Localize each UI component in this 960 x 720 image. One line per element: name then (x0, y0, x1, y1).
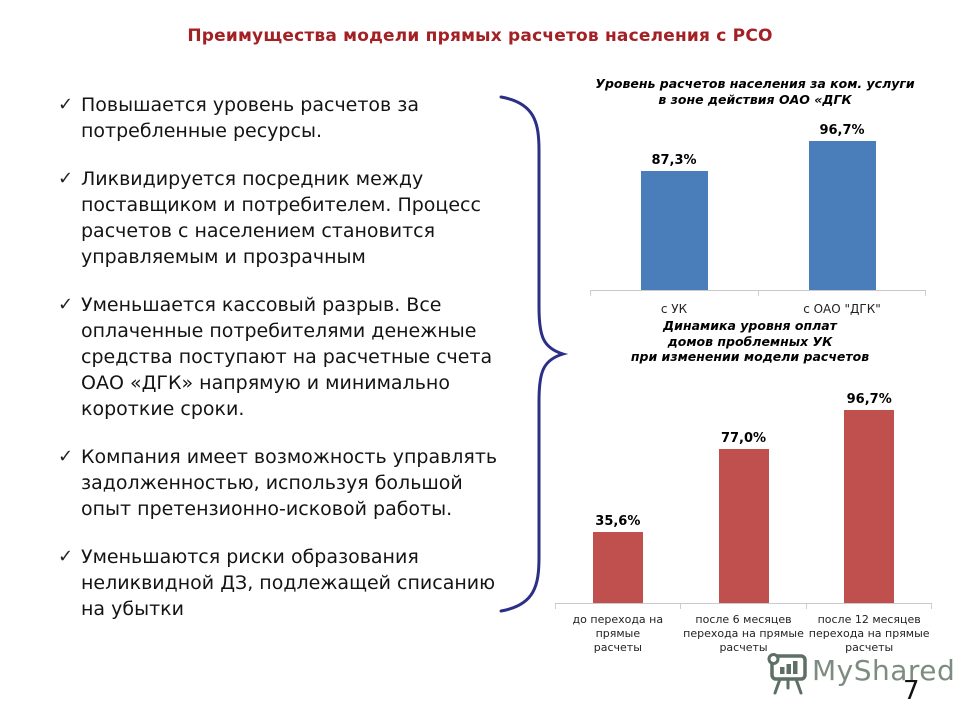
axis-tick (807, 603, 932, 609)
bar-slot: 87,3% (590, 153, 758, 290)
category-label: с ОАО "ДГК" (803, 302, 881, 316)
category-labels: до перехода на прямые расчеты после 6 мес… (555, 609, 932, 655)
bar-value-label: 87,3% (651, 153, 697, 168)
category-label: до перехода на прямые расчеты (572, 612, 664, 654)
chart-payment-dynamics: Динамика уровня оплат домов проблемных У… (555, 318, 945, 655)
checkmark-icon: ✓ (58, 446, 74, 467)
bar-value-label: 35,6% (595, 513, 641, 529)
bar-slot: 77,0% (681, 431, 807, 603)
curly-brace-icon (499, 95, 569, 613)
easel-chart-icon (767, 653, 807, 695)
bar-value-label: 96,7% (846, 391, 892, 407)
category-label: после 6 месяцев перехода на прямые расче… (683, 612, 804, 654)
chart-title: Уровень расчетов населения за ком. услуг… (595, 76, 915, 107)
bar (640, 171, 708, 290)
category-label: с УК (660, 302, 688, 316)
benefit-item: ✓ Уменьшается кассовый разрыв. Все оплаче… (58, 292, 516, 422)
bar (808, 141, 876, 290)
axis-tick (555, 603, 682, 609)
benefit-text: Уменьшаются риски образования неликвидно… (81, 546, 496, 620)
bar-slot: 35,6% (555, 514, 681, 603)
bar (844, 409, 895, 603)
checkmark-icon: ✓ (58, 294, 74, 315)
bar-value-label: 96,7% (819, 123, 865, 138)
bar (592, 531, 643, 603)
bar-slot: 96,7% (806, 392, 932, 603)
chart-plot: 87,3% 96,7% (590, 118, 926, 291)
axis-tick (590, 291, 759, 296)
chart-body: 35,6% 77,0% 96,7% до перехода на прямые ра… (555, 385, 932, 655)
axis-ticks (590, 291, 926, 296)
axis-tick (759, 291, 926, 296)
myshared-watermark: MyShared (766, 650, 955, 696)
benefits-list: ✓ Повышается уровень расчетов за потребле… (58, 92, 516, 644)
category-labels: с УК с ОАО "ДГК" (590, 296, 926, 316)
benefit-item: ✓ Уменьшаются риски образования неликвидн… (58, 544, 516, 622)
chart-body: 87,3% 96,7% с УК с ОАО "ДГК" (590, 118, 926, 316)
benefit-item: ✓ Компания имеет возможность управлять за… (58, 444, 516, 522)
bar-value-label: 77,0% (720, 430, 767, 446)
benefit-text: Компания имеет возможность управлять зад… (81, 446, 498, 520)
page-title: Преимущества модели прямых расчетов насе… (187, 26, 773, 46)
chart-payments-level: Уровень расчетов населения за ком. услуг… (565, 76, 945, 316)
axis-ticks (555, 603, 932, 609)
bar-slot: 96,7% (758, 123, 926, 290)
benefit-item: ✓ Ликвидируется посредник между поставщик… (58, 166, 516, 270)
brace-path (499, 95, 569, 613)
axis-tick (681, 603, 807, 609)
checkmark-icon: ✓ (58, 546, 74, 567)
bar (718, 448, 769, 603)
benefit-text: Уменьшается кассовый разрыв. Все оплачен… (81, 294, 493, 420)
benefit-text: Ликвидируется посредник между поставщико… (81, 168, 481, 268)
benefit-item: ✓ Повышается уровень расчетов за потребле… (58, 92, 516, 144)
myshared-text: MyShared (812, 654, 956, 687)
benefit-text: Повышается уровень расчетов за потреблен… (81, 94, 420, 142)
category-label: после 12 месяцев перехода на прямые расч… (808, 612, 930, 654)
checkmark-icon: ✓ (58, 94, 74, 115)
chart-plot: 35,6% 77,0% 96,7% (555, 385, 932, 604)
page-number: 7 (903, 676, 920, 706)
checkmark-icon: ✓ (58, 168, 74, 189)
chart-title: Динамика уровня оплат домов проблемных У… (630, 318, 870, 364)
